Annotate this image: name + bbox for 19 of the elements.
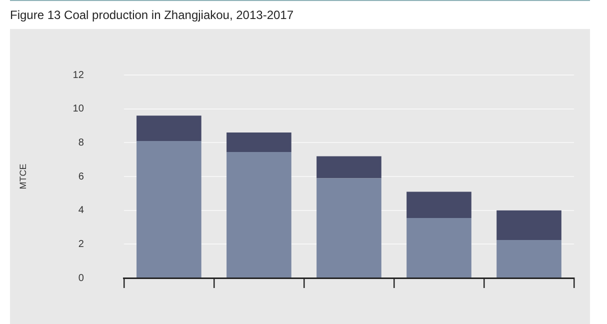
y-tick-label: 10 [72, 104, 84, 115]
y-tick-label: 6 [78, 171, 84, 182]
bar [316, 156, 382, 178]
bar [496, 210, 562, 240]
bar [406, 218, 472, 278]
y-axis-title: MTCE [18, 164, 28, 190]
bar [226, 132, 292, 152]
chart-title: Figure 13 Coal production in Zhangjiakou, 2013-2017 [10, 8, 294, 22]
bar [406, 192, 472, 218]
y-tick-label: 4 [78, 205, 84, 216]
y-tick-label: 12 [72, 70, 84, 81]
y-tick-label: 8 [78, 137, 84, 148]
bar [496, 240, 562, 278]
y-tick-label: 2 [78, 238, 84, 250]
y-tick-label: 0 [78, 272, 84, 284]
bar [226, 152, 292, 278]
bar [136, 140, 202, 278]
bar [316, 178, 382, 278]
bar [136, 116, 202, 141]
